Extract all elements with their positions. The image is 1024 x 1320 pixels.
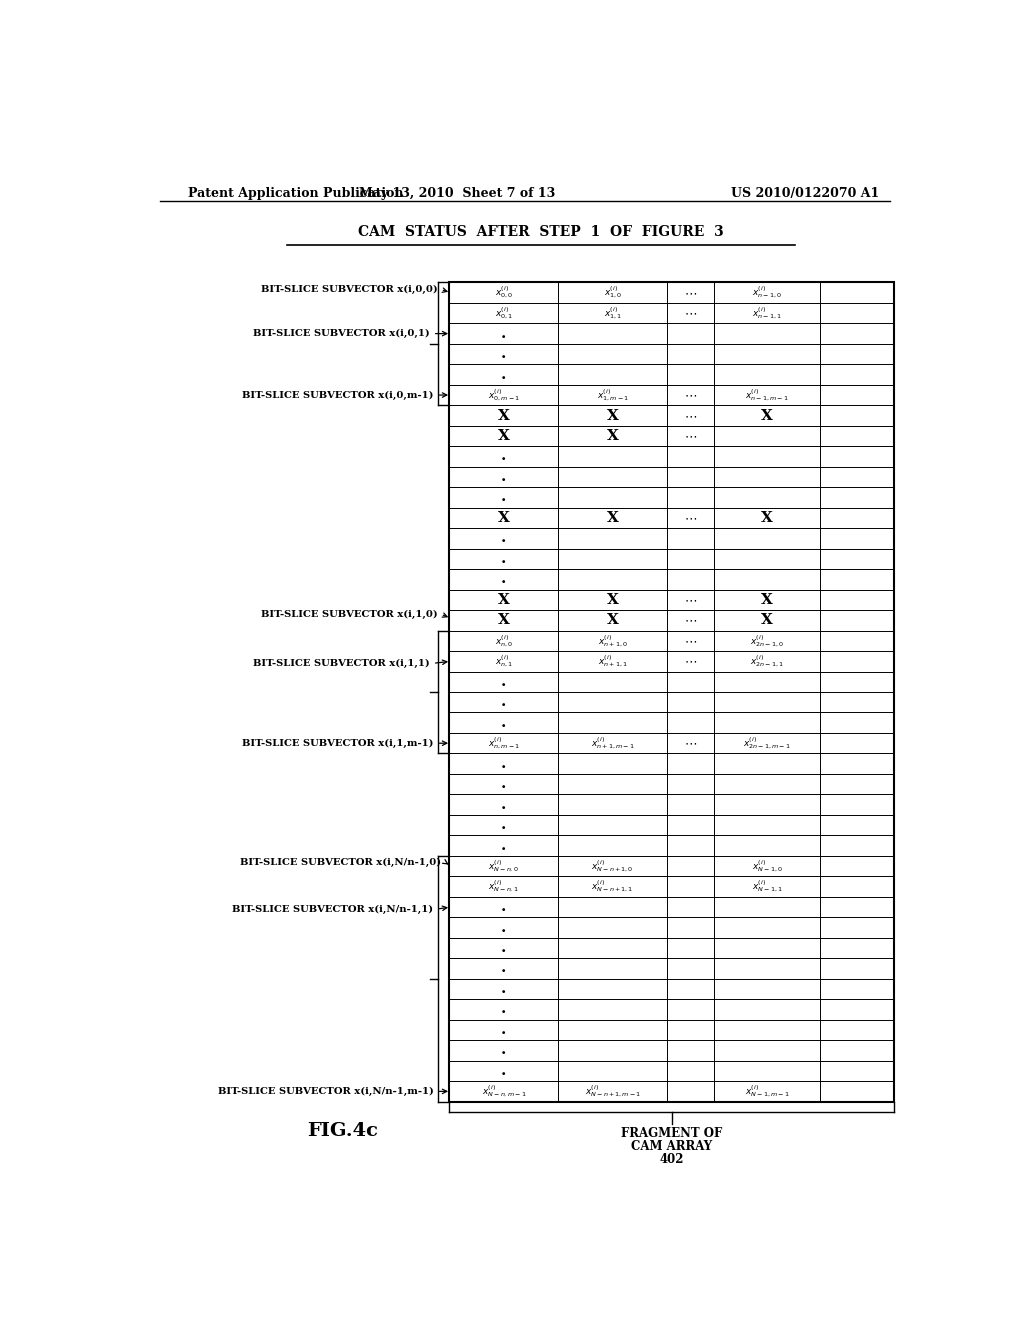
Text: $\cdots$: $\cdots$ [684, 306, 697, 319]
Text: X: X [761, 408, 773, 422]
Text: $x^{(i)}_{N-n+1,0}$: $x^{(i)}_{N-n+1,0}$ [592, 858, 634, 874]
Text: .: . [501, 756, 507, 771]
Text: X: X [498, 429, 510, 444]
Text: May 13, 2010  Sheet 7 of 13: May 13, 2010 Sheet 7 of 13 [359, 187, 555, 199]
Text: $x^{(i)}_{n,m-1}$: $x^{(i)}_{n,m-1}$ [487, 735, 520, 751]
Text: .: . [501, 1064, 507, 1078]
Text: $x^{(i)}_{n+1,m-1}$: $x^{(i)}_{n+1,m-1}$ [591, 735, 635, 751]
Text: BIT-SLICE SUBVECTOR x(i,N/n-1,1): BIT-SLICE SUBVECTOR x(i,N/n-1,1) [232, 904, 433, 913]
Text: BIT-SLICE SUBVECTOR x(i,0,0): BIT-SLICE SUBVECTOR x(i,0,0) [261, 285, 437, 294]
Text: .: . [501, 573, 507, 586]
Text: $\cdots$: $\cdots$ [684, 429, 697, 442]
Text: BIT-SLICE SUBVECTOR x(i,1,m-1): BIT-SLICE SUBVECTOR x(i,1,m-1) [242, 739, 433, 748]
Text: $x^{(i)}_{N-1,1}$: $x^{(i)}_{N-1,1}$ [752, 879, 782, 894]
Text: CAM  STATUS  AFTER  STEP  1  OF  FIGURE  3: CAM STATUS AFTER STEP 1 OF FIGURE 3 [357, 224, 724, 239]
Text: .: . [501, 982, 507, 997]
Text: $x^{(i)}_{1,m-1}$: $x^{(i)}_{1,m-1}$ [597, 387, 629, 403]
Text: Patent Application Publication: Patent Application Publication [187, 187, 403, 199]
Text: X: X [761, 593, 773, 607]
Text: BIT-SLICE SUBVECTOR x(i,0,m-1): BIT-SLICE SUBVECTOR x(i,0,m-1) [242, 391, 433, 400]
Text: .: . [501, 1043, 507, 1057]
Text: .: . [501, 1002, 507, 1016]
Text: .: . [501, 347, 507, 362]
Text: $x^{(i)}_{N-1,m-1}$: $x^{(i)}_{N-1,m-1}$ [744, 1084, 790, 1100]
Text: BIT-SLICE SUBVECTOR x(i,N/n-1,0): BIT-SLICE SUBVECTOR x(i,N/n-1,0) [241, 858, 441, 866]
Text: .: . [501, 797, 507, 812]
Text: $x^{(i)}_{n-1,0}$: $x^{(i)}_{n-1,0}$ [752, 285, 782, 301]
Text: $\cdots$: $\cdots$ [684, 286, 697, 300]
Text: .: . [501, 552, 507, 566]
Text: $x^{(i)}_{N-n+1,1}$: $x^{(i)}_{N-n+1,1}$ [592, 879, 634, 894]
Text: X: X [498, 511, 510, 525]
Text: $x^{(i)}_{2n-1,1}$: $x^{(i)}_{2n-1,1}$ [751, 653, 784, 669]
Text: .: . [501, 491, 507, 504]
Text: $\cdots$: $\cdots$ [684, 409, 697, 422]
Text: .: . [501, 450, 507, 463]
Text: FIG.4c: FIG.4c [307, 1122, 378, 1140]
Text: .: . [501, 941, 507, 954]
Bar [450, 282, 894, 1102]
Text: $x^{(i)}_{N-n,0}$: $x^{(i)}_{N-n,0}$ [488, 858, 519, 874]
Text: $\cdots$: $\cdots$ [684, 511, 697, 524]
Text: X: X [761, 511, 773, 525]
Text: .: . [501, 818, 507, 832]
Text: $x^{(i)}_{n-1,1}$: $x^{(i)}_{n-1,1}$ [753, 305, 782, 321]
Text: US 2010/0122070 A1: US 2010/0122070 A1 [731, 187, 880, 199]
Text: .: . [501, 838, 507, 853]
Text: X: X [607, 408, 618, 422]
Text: $x^{(i)}_{0,1}$: $x^{(i)}_{0,1}$ [495, 305, 513, 321]
Text: $\cdots$: $\cdots$ [684, 594, 697, 606]
Text: .: . [501, 900, 507, 913]
Text: $x^{(i)}_{N-1,0}$: $x^{(i)}_{N-1,0}$ [752, 858, 782, 874]
Text: $x^{(i)}_{N-n,1}$: $x^{(i)}_{N-n,1}$ [488, 879, 519, 894]
Text: $x^{(i)}_{n-1,m-1}$: $x^{(i)}_{n-1,m-1}$ [745, 387, 790, 403]
Text: $x^{(i)}_{n,0}$: $x^{(i)}_{n,0}$ [495, 634, 513, 648]
Text: .: . [501, 715, 507, 730]
Text: .: . [501, 961, 507, 975]
Text: $x^{(i)}_{1,0}$: $x^{(i)}_{1,0}$ [603, 285, 622, 301]
Text: .: . [501, 675, 507, 689]
Text: $x^{(i)}_{N-n,m-1}$: $x^{(i)}_{N-n,m-1}$ [481, 1084, 526, 1100]
Text: .: . [501, 1023, 507, 1038]
Text: .: . [501, 367, 507, 381]
Text: $\cdots$: $\cdots$ [684, 737, 697, 750]
Text: BIT-SLICE SUBVECTOR x(i,N/n-1,m-1): BIT-SLICE SUBVECTOR x(i,N/n-1,m-1) [218, 1086, 433, 1096]
Text: $\cdots$: $\cdots$ [684, 635, 697, 647]
Text: $x^{(i)}_{2n-1,m-1}$: $x^{(i)}_{2n-1,m-1}$ [743, 735, 792, 751]
Text: .: . [501, 696, 507, 709]
Text: .: . [501, 532, 507, 545]
Text: $x^{(i)}_{n+1,0}$: $x^{(i)}_{n+1,0}$ [598, 634, 628, 648]
Text: $x^{(i)}_{n,1}$: $x^{(i)}_{n,1}$ [495, 653, 513, 669]
Text: $\cdots$: $\cdots$ [684, 388, 697, 401]
Text: $x^{(i)}_{1,1}$: $x^{(i)}_{1,1}$ [603, 305, 622, 321]
Text: $x^{(i)}_{0,0}$: $x^{(i)}_{0,0}$ [495, 285, 513, 301]
Text: X: X [761, 614, 773, 627]
Text: .: . [501, 777, 507, 791]
Text: BIT-SLICE SUBVECTOR x(i,1,0): BIT-SLICE SUBVECTOR x(i,1,0) [261, 610, 437, 619]
Text: $\cdots$: $\cdots$ [684, 614, 697, 627]
Text: $x^{(i)}_{n+1,1}$: $x^{(i)}_{n+1,1}$ [598, 653, 628, 669]
Text: FRAGMENT OF: FRAGMENT OF [621, 1127, 722, 1140]
Text: .: . [501, 920, 507, 935]
Text: 402: 402 [659, 1154, 684, 1167]
Text: X: X [607, 429, 618, 444]
Text: .: . [501, 326, 507, 341]
Text: $x^{(i)}_{0,m-1}$: $x^{(i)}_{0,m-1}$ [487, 387, 520, 403]
Text: X: X [498, 593, 510, 607]
Text: X: X [607, 614, 618, 627]
Text: .: . [501, 470, 507, 484]
Text: X: X [607, 511, 618, 525]
Text: BIT-SLICE SUBVECTOR x(i,0,1): BIT-SLICE SUBVECTOR x(i,0,1) [253, 329, 430, 338]
Text: CAM ARRAY: CAM ARRAY [631, 1140, 712, 1154]
Text: $\cdots$: $\cdots$ [684, 655, 697, 668]
Text: $x^{(i)}_{2n-1,0}$: $x^{(i)}_{2n-1,0}$ [751, 634, 784, 648]
Text: X: X [498, 408, 510, 422]
Text: BIT-SLICE SUBVECTOR x(i,1,1): BIT-SLICE SUBVECTOR x(i,1,1) [253, 659, 430, 668]
Text: X: X [498, 614, 510, 627]
Text: $x^{(i)}_{N-n+1,m-1}$: $x^{(i)}_{N-n+1,m-1}$ [585, 1084, 641, 1100]
Text: X: X [607, 593, 618, 607]
